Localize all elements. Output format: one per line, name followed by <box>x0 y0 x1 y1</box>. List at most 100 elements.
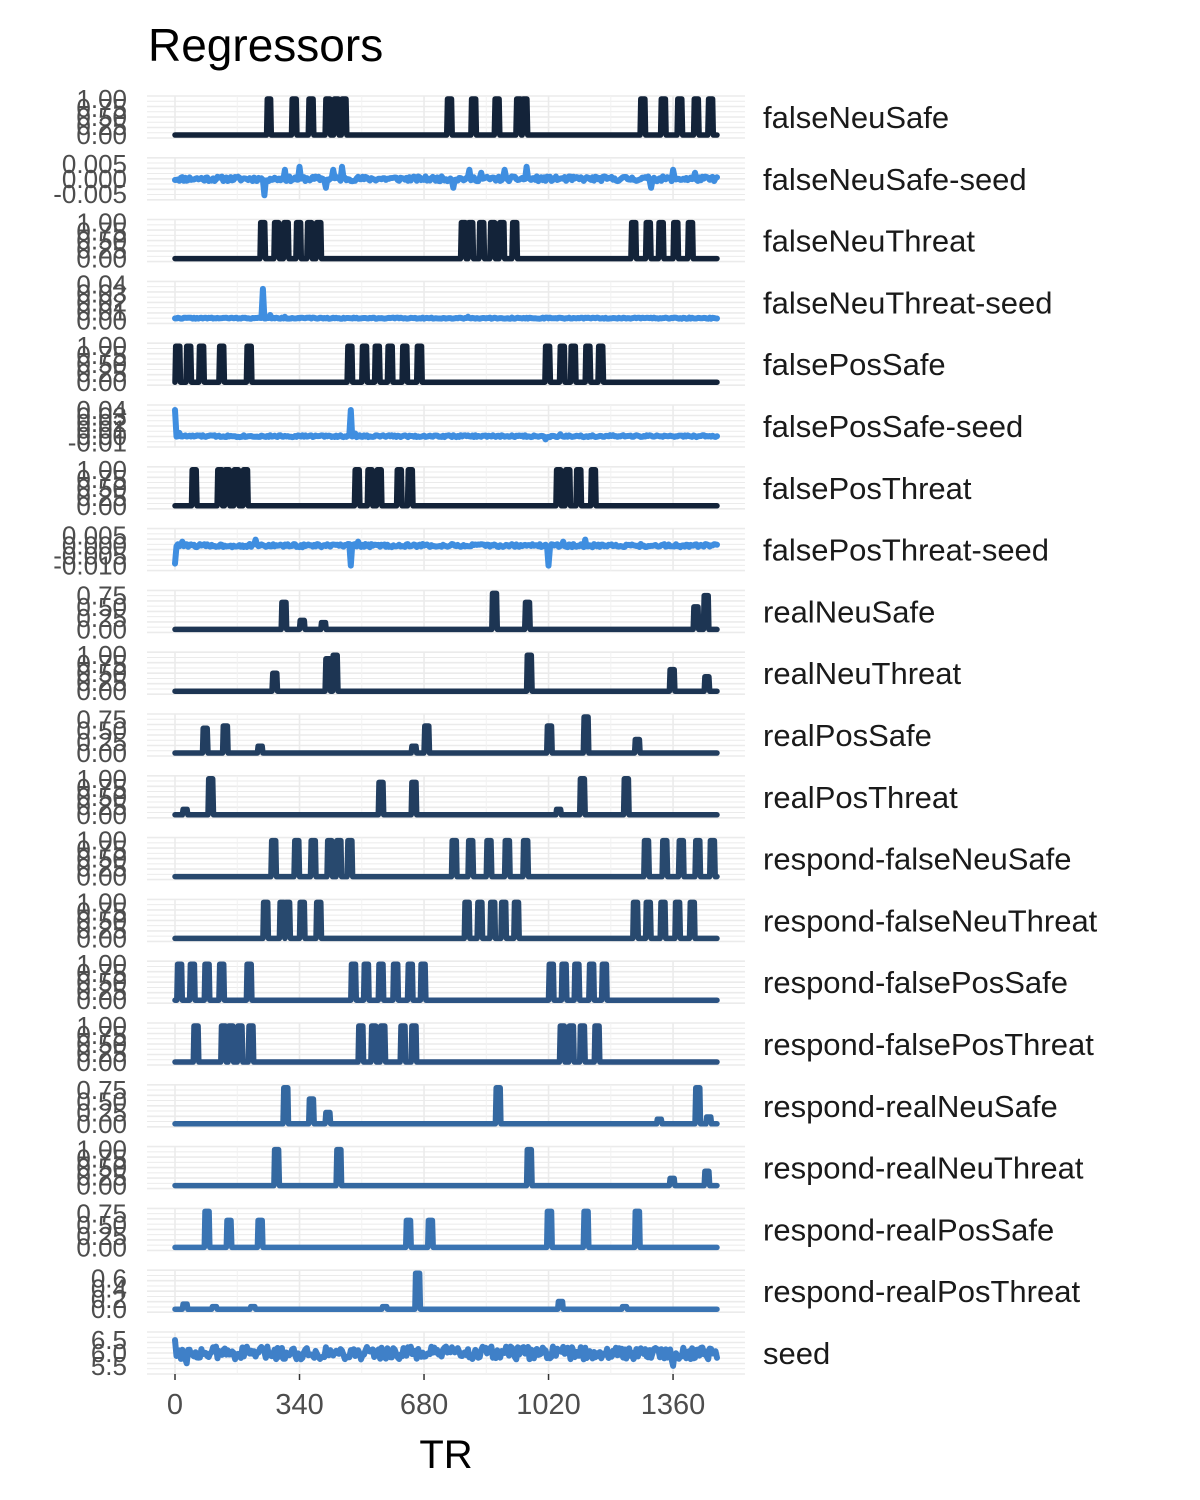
y-tick-label: 0.75 <box>76 958 127 988</box>
y-tick-label: 0.75 <box>76 835 127 865</box>
y-tick-label: -0.010 <box>53 551 127 581</box>
y-tick-label: 0.00 <box>76 1171 127 1201</box>
y-tick-label: 0.25 <box>76 853 127 883</box>
y-tick-label: 0.75 <box>76 704 127 734</box>
y-tick-label: 6.0 <box>91 1338 127 1368</box>
facet-label: respond-realPosSafe <box>763 1212 1054 1247</box>
facet-label: realNeuSafe <box>763 594 935 629</box>
y-tick-label: 0.25 <box>76 791 127 821</box>
y-tick-label: 0.25 <box>76 914 127 944</box>
series-line-realNeuThreat <box>172 652 720 694</box>
series-line-respond-realNeuSafe <box>172 1085 720 1127</box>
y-tick-label: 0.50 <box>76 226 127 256</box>
series-line-realNeuSafe <box>172 590 720 633</box>
facet-label: falseNeuThreat-seed <box>763 285 1053 320</box>
y-tick-label: 0.00 <box>76 862 127 892</box>
y-tick-label: 0.01 <box>76 296 127 326</box>
y-tick-label: 0.25 <box>76 727 127 757</box>
y-tick-label: 0.25 <box>76 1038 127 1068</box>
y-tick-label: 0.75 <box>76 1075 127 1105</box>
y-tick-label: 0.00 <box>76 676 127 706</box>
facet-falseNeuSafe: 0.000.250.500.751.00 falseNeuSafe <box>76 84 949 150</box>
series-line-realPosThreat <box>172 776 720 818</box>
y-tick-label: 0.50 <box>76 782 127 812</box>
y-tick-label: 0.50 <box>76 102 127 132</box>
y-tick-label: 0.50 <box>76 967 127 997</box>
facet-label: respond-realNeuSafe <box>763 1089 1058 1124</box>
facet-respond-falsePosSafe: 0.000.250.500.751.00 respond-falsePosSafe <box>76 949 1068 1015</box>
facet-respond-falseNeuSafe: 0.000.250.500.751.00 respond-falseNeuSafe <box>76 826 1071 892</box>
facet-label: realPosSafe <box>763 718 932 753</box>
facet-respond-realPosSafe: 0.000.250.500.75 respond-realPosSafe <box>76 1199 1054 1263</box>
y-tick-label: 0.04 <box>76 395 127 425</box>
y-tick-label: 0.25 <box>76 976 127 1006</box>
y-tick-label: 1.00 <box>76 764 127 794</box>
facet-realNeuThreat: 0.000.250.500.751.00 realNeuThreat <box>76 640 961 706</box>
series-line-falsePosSafe-seed <box>172 407 720 443</box>
y-tick-label: 0.00 <box>76 614 127 644</box>
y-tick-label: 0.25 <box>76 235 127 265</box>
y-tick-label: 0.75 <box>76 1144 127 1174</box>
facet-label: respond-falseNeuSafe <box>763 842 1071 877</box>
y-tick-label: 0.00 <box>76 1047 127 1077</box>
facet-label: falsePosThreat <box>763 471 972 506</box>
x-tick-label: 680 <box>400 1389 448 1421</box>
y-tick-label: 0.50 <box>76 592 127 622</box>
y-tick-label: 0.00 <box>76 421 127 451</box>
y-tick-label: 0.25 <box>76 358 127 388</box>
facet-falsePosSafe: 0.000.250.500.751.00 falsePosSafe <box>76 331 945 397</box>
y-tick-label: 0.005 <box>62 149 127 179</box>
y-tick-label: 1.00 <box>76 331 127 361</box>
y-tick-label: 0.50 <box>76 349 127 379</box>
y-tick-label: 1.00 <box>76 949 127 979</box>
y-tick-label: -0.005 <box>53 541 127 571</box>
x-tick-label: 1020 <box>516 1389 581 1421</box>
y-tick-label: 0.01 <box>76 415 127 445</box>
chart-title: Regressors <box>148 19 384 71</box>
y-tick-label: 0.75 <box>76 773 127 803</box>
facet-label: seed <box>763 1336 830 1371</box>
y-tick-label: 0.75 <box>76 1020 127 1050</box>
series-line-falseNeuThreat-seed <box>172 285 720 322</box>
facet-label: respond-realNeuThreat <box>763 1151 1084 1186</box>
series-line-realPosSafe <box>172 714 720 756</box>
series-line-respond-realPosSafe <box>172 1208 720 1251</box>
facet-respond-falsePosThreat: 0.000.250.500.751.00 respond-falsePosThre… <box>76 1011 1094 1077</box>
facet-respond-realNeuSafe: 0.000.250.500.75 respond-realNeuSafe <box>76 1075 1057 1139</box>
series-line-respond-realPosThreat <box>172 1270 720 1312</box>
facet-realPosThreat: 0.000.250.500.751.00 realPosThreat <box>76 764 958 830</box>
y-tick-label: 0.25 <box>76 1098 127 1128</box>
facet-realPosSafe: 0.000.250.500.75 realPosSafe <box>76 704 932 768</box>
y-tick-label: 1.00 <box>76 208 127 238</box>
facet-label: respond-falseNeuThreat <box>763 903 1098 938</box>
facet-falseNeuThreat: 0.000.250.500.751.00 falseNeuThreat <box>76 208 975 274</box>
y-tick-label: 0.2 <box>91 1284 127 1314</box>
facet-seed: 5.56.06.5 seed <box>91 1325 830 1381</box>
y-tick-label: 0.00 <box>76 120 127 150</box>
facet-label: falseNeuSafe-seed <box>763 162 1027 197</box>
y-tick-label: 0.00 <box>76 244 127 274</box>
series-line-respond-falsePosThreat <box>172 1023 720 1065</box>
y-tick-label: 0.75 <box>76 581 127 611</box>
y-tick-label: 0.50 <box>76 1210 127 1240</box>
y-tick-label: 0.50 <box>76 1029 127 1059</box>
y-tick-label: 0.00 <box>76 923 127 953</box>
x-tick-label: 340 <box>275 1389 323 1421</box>
y-tick-label: 0.03 <box>76 278 127 308</box>
y-tick-label: 0.50 <box>76 1153 127 1183</box>
y-tick-label: 0.75 <box>76 649 127 679</box>
y-tick-label: 0.25 <box>76 1162 127 1192</box>
y-tick-label: 1.00 <box>76 455 127 485</box>
x-axis-label: TR <box>419 1433 472 1477</box>
y-tick-label: 0.50 <box>76 844 127 874</box>
facet-label: falseNeuSafe <box>763 100 949 135</box>
y-tick-label: 0.00 <box>76 800 127 830</box>
y-tick-label: 0.75 <box>76 1199 127 1229</box>
y-tick-label: 0.00 <box>76 1232 127 1262</box>
y-tick-label: 0.000 <box>62 164 127 194</box>
facet-realNeuSafe: 0.000.250.500.75 realNeuSafe <box>76 581 935 645</box>
y-tick-label: 0.02 <box>76 287 127 317</box>
y-tick-label: 0.02 <box>76 408 127 438</box>
y-tick-label: 5.5 <box>91 1351 127 1381</box>
